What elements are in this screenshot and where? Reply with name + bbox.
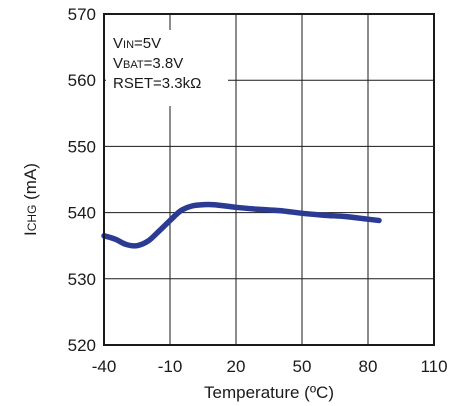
x-tick-label: -40 bbox=[92, 357, 117, 376]
y-tick-labels: 520 530 540 550 560 570 bbox=[68, 5, 96, 355]
y-axis-label-unit: (mA) bbox=[21, 163, 40, 205]
y-tick-label: 570 bbox=[68, 5, 96, 24]
annotation-subscript: BAT bbox=[123, 59, 144, 71]
x-tick-label: 110 bbox=[420, 357, 447, 376]
y-tick-label: 520 bbox=[68, 336, 96, 355]
y-axis-label-main: I bbox=[21, 231, 40, 236]
y-tick-label: 550 bbox=[68, 137, 96, 156]
y-tick-label: 540 bbox=[68, 204, 96, 223]
annotation-line: VIN=5V bbox=[113, 35, 161, 52]
plot-frame bbox=[103, 13, 435, 346]
y-axis-label-subscript: CHG bbox=[25, 205, 39, 232]
annotation-background bbox=[106, 30, 228, 106]
annotation-main: V bbox=[113, 55, 123, 72]
y-tick-label: 530 bbox=[68, 270, 96, 289]
annotation-subscript: IN bbox=[123, 39, 134, 51]
x-tick-label: -10 bbox=[158, 357, 183, 376]
y-axis-label: ICHG (mA) bbox=[21, 163, 40, 236]
annotation-main: RSET=3.3kΩ bbox=[113, 75, 201, 92]
annotation-line: VBAT=3.8V bbox=[113, 55, 183, 72]
data-series bbox=[101, 201, 382, 249]
x-tick-label: 80 bbox=[359, 357, 378, 376]
series-line bbox=[101, 201, 382, 249]
x-tick-labels: -40 -10 20 50 80 110 bbox=[92, 357, 448, 376]
x-tick-label: 20 bbox=[227, 357, 246, 376]
x-axis-label: Temperature (ºC) bbox=[204, 383, 334, 402]
annotation-value: =5V bbox=[134, 35, 161, 52]
annotation-value: =3.8V bbox=[144, 55, 184, 72]
y-tick-label: 560 bbox=[68, 71, 96, 90]
annotation-main: V bbox=[113, 35, 123, 52]
x-tick-label: 50 bbox=[293, 357, 312, 376]
annotation-line: RSET=3.3kΩ bbox=[113, 75, 201, 92]
